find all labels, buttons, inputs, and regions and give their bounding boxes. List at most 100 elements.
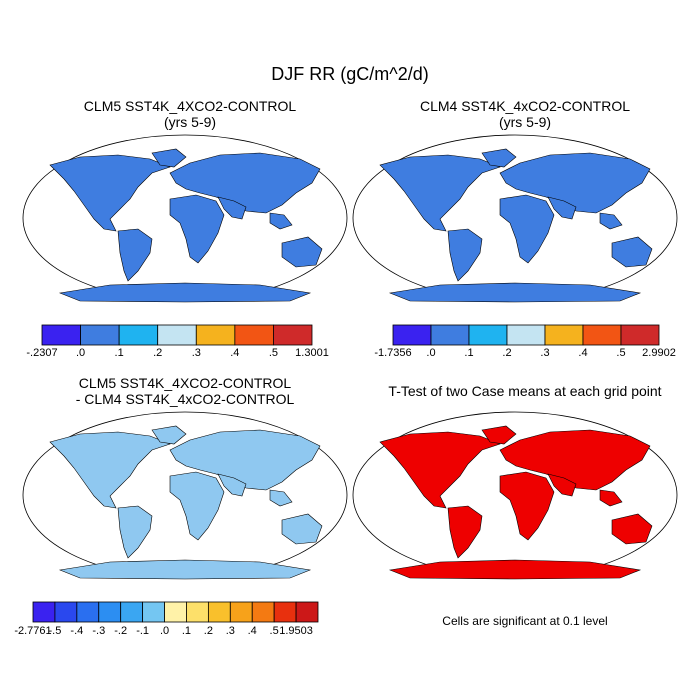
continent-africa — [169, 194, 225, 264]
continent-southeast-asia — [269, 212, 293, 230]
continent-southeast-asia — [599, 489, 623, 507]
colorbar-tick-label: .5 — [269, 625, 279, 637]
colorbar-swatch — [32, 601, 56, 623]
continent-australia — [611, 236, 653, 268]
colorbar-tick-label: -.3 — [92, 625, 106, 637]
continent-africa — [499, 471, 555, 541]
colorbar-swatch — [430, 324, 470, 346]
colorbar-tick-label: -2.7761 — [14, 625, 52, 637]
colorbar-swatch — [164, 601, 187, 623]
panel-ttest-title: T-Test of two Case means at each grid po… — [360, 383, 690, 399]
continent-southeast-asia — [269, 489, 293, 507]
colorbar-tick-label: .5 — [268, 347, 279, 359]
colorbar-swatch — [120, 601, 144, 623]
colorbar-swatch — [544, 324, 584, 346]
continent-greenland — [481, 148, 517, 168]
colorbar-tick-label: .1 — [464, 347, 474, 359]
continent-south-america — [117, 228, 153, 282]
colorbar-swatch — [118, 324, 159, 346]
panel-clm5-title: CLM5 SST4K_4XCO2-CONTROL (yrs 5-9) — [30, 98, 350, 130]
panel-diff-title-line2: - CLM4 SST4K_4xCO2-CONTROL — [75, 391, 295, 407]
continent-africa — [499, 194, 555, 264]
colorbar-swatch — [207, 601, 231, 623]
colorbar-tick-label: .0 — [75, 347, 86, 359]
colorbar-tick-label: .1 — [181, 625, 192, 637]
colorbar-tick-label: .4 — [247, 625, 257, 637]
colorbar-tick-label: -1.7356 — [374, 347, 412, 359]
colorbar-swatch — [142, 601, 165, 623]
panel-clm5-title-line2: (yrs 5-9) — [163, 114, 217, 130]
colorbar-tick-label: -.2 — [114, 625, 128, 637]
panel-ttest-title-line1: T-Test of two Case means at each grid po… — [388, 383, 662, 399]
map-ttest — [352, 411, 678, 580]
continent-antarctica — [388, 559, 642, 580]
colorbar-clm4 — [392, 324, 660, 346]
colorbar-clm5 — [41, 324, 313, 346]
colorbar-swatch — [157, 324, 197, 346]
colorbar-swatch — [80, 324, 120, 346]
colorbar-swatch — [392, 324, 432, 346]
continent-europe-asia — [499, 429, 651, 491]
colorbar-tick-label: -.4 — [70, 625, 84, 637]
continent-antarctica — [388, 282, 642, 303]
colorbar-tick-label: .0 — [426, 347, 436, 359]
continent-north-america — [49, 154, 171, 232]
continent-south-america — [447, 505, 483, 559]
colorbar-swatch — [273, 324, 313, 346]
continent-antarctica — [58, 559, 312, 580]
significance-note: Cells are significant at 0.1 level — [442, 614, 608, 628]
colorbar-tick-label: .0 — [159, 625, 170, 637]
colorbar-swatch — [295, 601, 319, 623]
colorbar-tick-label: .2 — [502, 347, 512, 359]
continent-arabia-india — [547, 196, 577, 220]
colorbar-swatch — [76, 601, 100, 623]
continent-north-america — [379, 431, 501, 509]
continent-europe-asia — [499, 152, 651, 214]
continent-antarctica — [58, 282, 312, 303]
continent-greenland — [151, 148, 187, 168]
colorbar-tick-label: 1.9503 — [279, 625, 313, 637]
colorbar-swatch — [234, 324, 274, 346]
colorbar-swatch — [273, 601, 297, 623]
map-diff — [22, 411, 348, 580]
colorbar-tick-label: -.2307 — [26, 347, 58, 359]
continent-southeast-asia — [599, 212, 623, 230]
continent-australia — [281, 513, 323, 545]
panel-diff-title: CLM5 SST4K_4XCO2-CONTROL - CLM4 SST4K_4x… — [20, 375, 350, 407]
colorbar-clm5-labels: -.2307 .0 .1 .2 .3 .4 .5 1.3001 — [26, 347, 328, 361]
colorbar-tick-label: .1 — [114, 347, 124, 359]
colorbar-diff-labels: -2.7761 -.5 -.4 -.3 -.2 -.1 .0 .1 .2 .3 .4 .5 1.9503 — [14, 625, 318, 639]
colorbar-diff — [32, 601, 319, 623]
colorbar-tick-label: .5 — [616, 347, 626, 359]
figure-title: DJF RR (gC/m^2/d) — [271, 64, 429, 84]
colorbar-swatch — [195, 324, 236, 346]
continent-australia — [611, 513, 653, 545]
continent-europe-asia — [169, 152, 321, 214]
colorbar-swatch — [229, 601, 253, 623]
continent-south-america — [447, 228, 483, 282]
continent-australia — [281, 236, 323, 268]
colorbar-swatch — [468, 324, 508, 346]
map-clm5 — [22, 134, 348, 303]
colorbar-tick-label: .2 — [153, 347, 163, 359]
colorbar-tick-label: 1.3001 — [295, 347, 329, 359]
continent-europe-asia — [169, 429, 321, 491]
colorbar-tick-label: .4 — [578, 347, 588, 359]
panel-clm4-title: CLM4 SST4K_4xCO2-CONTROL (yrs 5-9) — [360, 98, 690, 130]
continent-greenland — [481, 425, 517, 445]
colorbar-swatch — [506, 324, 546, 346]
continent-africa — [169, 471, 225, 541]
colorbar-tick-label: -.1 — [136, 625, 150, 637]
map-clm4 — [352, 134, 678, 303]
continent-greenland — [151, 425, 187, 445]
colorbar-tick-label: .3 — [225, 625, 235, 637]
colorbar-tick-label: .3 — [191, 347, 201, 359]
colorbar-swatch — [186, 601, 209, 623]
colorbar-tick-label: .2 — [203, 625, 213, 637]
continent-north-america — [49, 431, 171, 509]
colorbar-tick-label: .4 — [230, 347, 240, 359]
continent-arabia-india — [547, 473, 577, 497]
panel-diff-title-line1: CLM5 SST4K_4XCO2-CONTROL — [78, 375, 292, 391]
colorbar-tick-label: .3 — [540, 347, 550, 359]
colorbar-tick-label: 2.9902 — [642, 347, 676, 359]
